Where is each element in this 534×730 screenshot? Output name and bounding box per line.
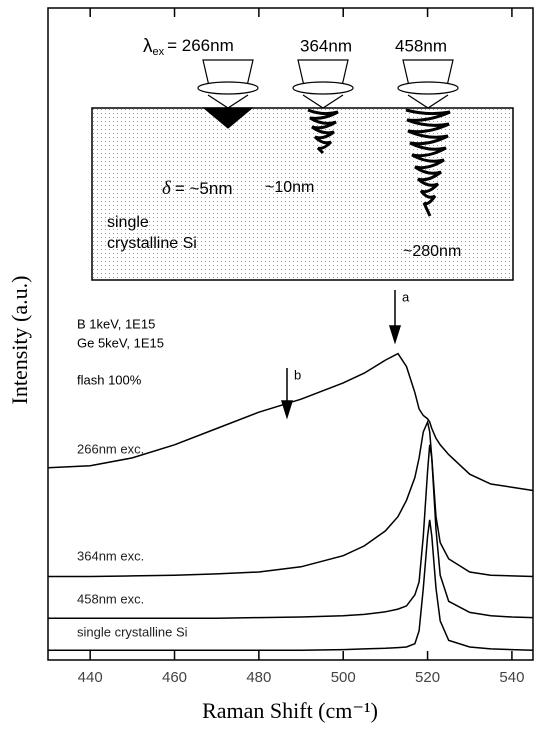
lens-266	[197, 59, 259, 129]
plot-frame	[47, 7, 534, 661]
lambda-symbol: λ	[143, 36, 153, 57]
sample-note: Ge 5keV, 1E15	[77, 335, 164, 350]
series-label: 266nm exc.	[77, 441, 144, 456]
x-tick-label: 480	[246, 669, 271, 686]
series-label: 364nm exc.	[77, 548, 144, 563]
inset-depth: ~10nm	[265, 179, 314, 196]
inset-depth: δ = ~5nm	[162, 178, 233, 199]
y-axis-title: Intensity (a.u.)	[7, 276, 32, 405]
inset-material: single	[107, 214, 149, 231]
inset-wavelength: 364nm	[300, 36, 352, 55]
x-tick-label: 440	[78, 669, 103, 686]
sample-note: B 1keV, 1E15	[77, 316, 155, 331]
delta-symbol: δ	[162, 178, 172, 199]
lambda-value: = 266nm	[167, 36, 234, 55]
series-label: 458nm exc.	[77, 591, 144, 606]
inset-wavelength: 458nm	[395, 36, 447, 55]
x-tick-label: 500	[331, 669, 356, 686]
annotation-b: b	[294, 367, 301, 382]
x-tick-label: 520	[415, 669, 440, 686]
annotation-a: a	[402, 289, 410, 304]
x-tick-label: 540	[499, 669, 524, 686]
lens-364	[292, 59, 354, 155]
series-label: single crystalline Si	[77, 624, 188, 639]
depth-value: = ~5nm	[175, 179, 233, 198]
inset-excitation: λex = 266nm	[143, 36, 234, 58]
arrows	[280, 290, 402, 420]
lambda-subscript: ex	[153, 46, 165, 58]
x-tick-label: 460	[162, 669, 187, 686]
x-axis-title: Raman Shift (cm⁻¹)	[202, 698, 378, 723]
inset-depth: ~280nm	[403, 243, 461, 260]
inset-material: crystalline Si	[107, 235, 197, 252]
spectrum-line	[48, 419, 534, 578]
lens-458	[397, 59, 459, 217]
spectrum-line	[47, 352, 534, 492]
sample-note: flash 100%	[77, 372, 142, 387]
spectrum-line	[48, 444, 534, 620]
inset-diagram	[91, 59, 514, 281]
spectrum-line	[48, 519, 534, 651]
